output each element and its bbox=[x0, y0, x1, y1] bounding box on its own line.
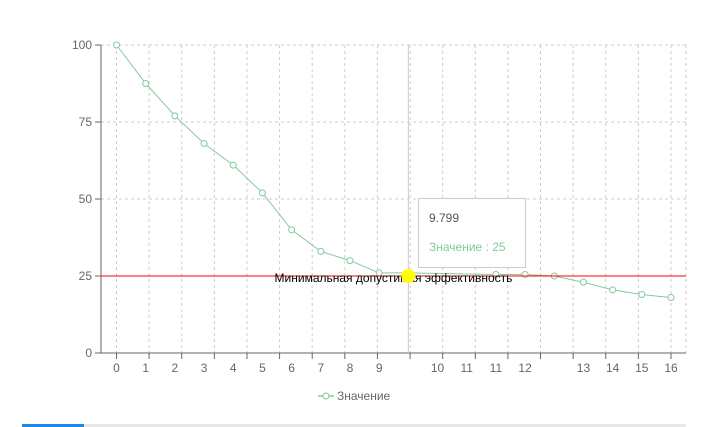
x-tick-label: 4 bbox=[230, 361, 237, 375]
data-point bbox=[609, 286, 617, 294]
y-tick-label: 25 bbox=[79, 269, 93, 283]
chart-tooltip: 9.799 Значение : 25 bbox=[418, 198, 526, 268]
chart-legend[interactable]: Значение bbox=[318, 387, 390, 405]
data-point bbox=[288, 226, 296, 234]
reference-line-group: Минимальная допустимая эффективность bbox=[101, 269, 686, 285]
x-tick-label: 13 bbox=[577, 361, 591, 375]
legend-line-icon bbox=[318, 392, 334, 400]
x-tick-label: 8 bbox=[347, 361, 354, 375]
chart-grid bbox=[101, 44, 687, 354]
x-tick-label: 12 bbox=[518, 361, 532, 375]
legend-label: Значение bbox=[337, 389, 391, 403]
y-tick-label: 50 bbox=[79, 192, 93, 206]
x-tick-label: 5 bbox=[259, 361, 266, 375]
data-point bbox=[113, 41, 120, 49]
x-tick-label: 3 bbox=[201, 361, 208, 375]
reference-line-label: Минимальная допустимая эффективность bbox=[275, 271, 513, 285]
y-tick-label: 100 bbox=[72, 38, 92, 52]
x-tick-label: 7 bbox=[317, 361, 324, 375]
y-tick-label: 75 bbox=[79, 115, 93, 129]
x-tick-label: 2 bbox=[172, 361, 179, 375]
x-tick-label: 6 bbox=[288, 361, 295, 375]
data-point bbox=[142, 80, 150, 87]
y-tick-label: 0 bbox=[85, 346, 92, 360]
tooltip-label: 9.799 bbox=[429, 211, 460, 225]
bottom-tab-bar bbox=[22, 424, 686, 427]
x-tick-label: 11 bbox=[490, 361, 503, 375]
x-tick-label: 1 bbox=[142, 361, 149, 375]
x-tick-label: 16 bbox=[664, 361, 678, 375]
data-point bbox=[229, 161, 237, 169]
x-tick-label: 10 bbox=[431, 361, 445, 375]
tooltip-value: Значение : 25 bbox=[429, 240, 506, 254]
data-point bbox=[521, 270, 529, 278]
data-point bbox=[667, 294, 675, 302]
x-tick-label: 11 bbox=[460, 361, 473, 375]
active-point-highlight bbox=[401, 269, 416, 283]
data-point bbox=[317, 247, 325, 255]
x-tick-label: 0 bbox=[113, 361, 120, 375]
x-tick-label: 14 bbox=[606, 361, 620, 375]
data-point bbox=[579, 278, 587, 286]
x-tick-label: 9 bbox=[376, 361, 383, 375]
data-point bbox=[346, 257, 354, 265]
data-point bbox=[171, 112, 179, 120]
data-point bbox=[638, 290, 646, 298]
data-point bbox=[200, 140, 208, 148]
active-tab-indicator[interactable] bbox=[22, 424, 84, 427]
series-line bbox=[116, 44, 672, 299]
chart-series[interactable] bbox=[113, 41, 675, 302]
x-tick-label: 15 bbox=[635, 361, 649, 375]
data-point bbox=[258, 189, 266, 197]
